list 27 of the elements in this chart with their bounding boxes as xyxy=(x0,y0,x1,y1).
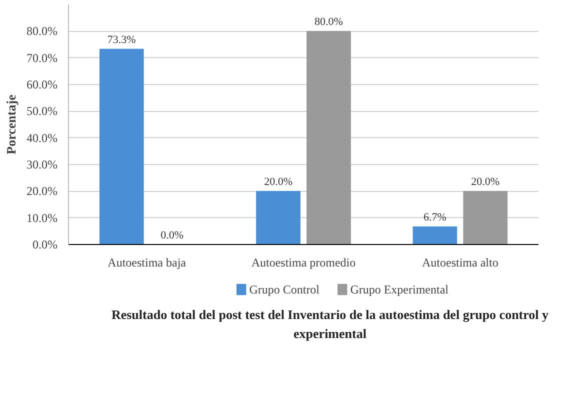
bar xyxy=(463,190,508,244)
x-tick-label: Autoestima promedio xyxy=(251,256,356,270)
text: Resultado total del post test del Inventario de la autoestima del grupo control y experimental xyxy=(110,306,550,343)
y-tick-label: 80.0% xyxy=(26,24,58,38)
legend-label: Grupo Control xyxy=(249,282,320,296)
y-axis-title: Porcentaje xyxy=(4,94,19,154)
data-label: 0.0% xyxy=(160,230,184,242)
y-tick-label: 50.0% xyxy=(26,104,58,118)
data-label: 20.0% xyxy=(264,176,292,188)
bar xyxy=(99,48,144,244)
legend-label: Grupo Experimental xyxy=(350,282,450,296)
data-label: 80.0% xyxy=(314,16,343,28)
bar xyxy=(412,226,458,244)
bar xyxy=(306,30,351,244)
y-tick-label: 20.0% xyxy=(26,184,58,198)
data-label: 6.7% xyxy=(423,212,446,224)
x-tick-label: Autoestima baja xyxy=(108,256,187,270)
y-tick-label: 70.0% xyxy=(26,50,58,65)
y-tick-label: 10.0% xyxy=(26,210,58,225)
y-tick-label: 40.0% xyxy=(26,130,58,145)
data-label: 73.3% xyxy=(107,34,136,46)
bar xyxy=(256,190,300,244)
y-tick-label: 0.0% xyxy=(32,238,58,252)
data-label: 20.0% xyxy=(471,176,500,188)
y-tick-label: 60.0% xyxy=(26,78,58,92)
y-tick-label: 30.0% xyxy=(26,158,58,172)
x-tick-label: Autoestima alto xyxy=(422,256,498,270)
